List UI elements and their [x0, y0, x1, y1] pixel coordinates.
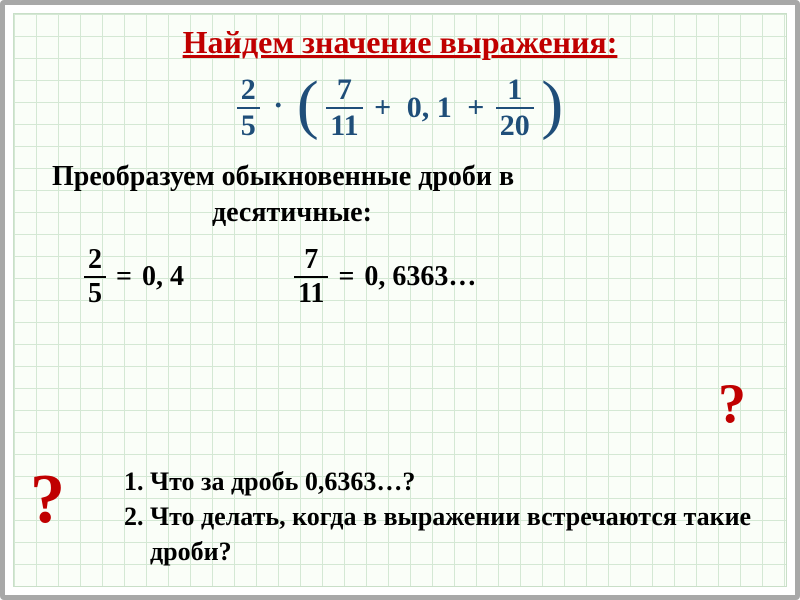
open-paren: (: [297, 75, 319, 134]
conversion-left: 2 5 = 0, 4: [84, 246, 184, 308]
grid-background: Найдем значение выражения: 2 5 · ( 7 11 …: [13, 13, 787, 587]
fraction-2-5: 2 5: [84, 246, 106, 308]
list-item: Что за дробь 0,6363…?: [150, 464, 754, 499]
decimal-result: 0, 4: [142, 261, 184, 293]
denominator: 11: [326, 109, 362, 141]
subtitle: Преобразуем обыкновенные дроби в десятич…: [14, 159, 786, 232]
fraction-7-11: 7 11: [326, 75, 362, 141]
conversion-right: 7 11 = 0, 6363 …: [294, 246, 477, 308]
fraction-1-20: 1 20: [496, 75, 534, 141]
fraction-7-11: 7 11: [294, 246, 328, 308]
fraction-2-5: 2 5: [237, 75, 260, 141]
plus-sign: +: [374, 91, 391, 125]
numerator: 2: [84, 246, 106, 278]
conversions-row: 2 5 = 0, 4 7 11 = 0, 6363 …: [14, 246, 786, 308]
decimal-term: 0, 1: [407, 91, 452, 125]
equals-sign: =: [338, 261, 354, 293]
subtitle-line1: Преобразуем обыкновенные дроби в: [52, 161, 514, 192]
denominator: 20: [496, 109, 534, 141]
numerator: 7: [294, 246, 328, 278]
numerator: 2: [237, 75, 260, 109]
question-list: Что за дробь 0,6363…? Что делать, когда …: [114, 464, 754, 569]
denominator: 11: [294, 278, 328, 308]
subtitle-line2: десятичные:: [52, 195, 786, 231]
title: Найдем значение выражения:: [14, 14, 786, 61]
denominator: 5: [237, 109, 260, 141]
equals-sign: =: [116, 261, 132, 293]
numerator: 7: [326, 75, 362, 109]
question-mark-icon: ?: [30, 460, 65, 540]
numerator: 1: [496, 75, 534, 109]
slide-frame: Найдем значение выражения: 2 5 · ( 7 11 …: [0, 0, 800, 600]
ellipsis: …: [448, 261, 477, 293]
mult-dot: ·: [273, 89, 283, 123]
list-item: Что делать, когда в выражении встречаютс…: [150, 499, 754, 569]
plus-sign: +: [467, 91, 484, 125]
main-expression: 2 5 · ( 7 11 + 0, 1 + 1 20 ): [14, 75, 786, 141]
decimal-result: 0, 6363: [364, 261, 448, 293]
close-paren: ): [541, 75, 563, 134]
question-mark-icon: ?: [718, 372, 746, 436]
denominator: 5: [84, 278, 106, 308]
